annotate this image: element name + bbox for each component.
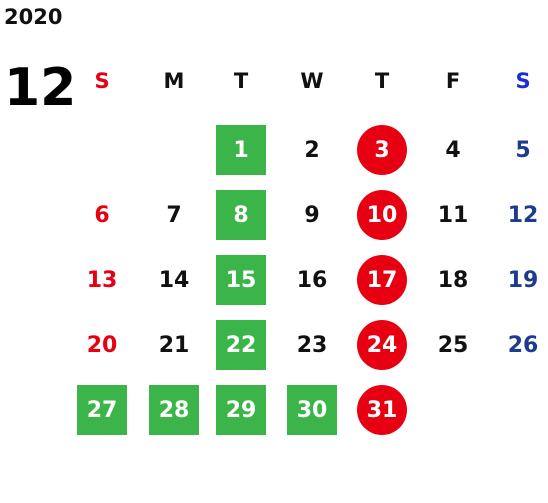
day-cell-24[interactable]: 24 (357, 320, 407, 370)
weekday-header-mon: M (163, 69, 185, 93)
day-cell-9[interactable]: 9 (304, 202, 320, 228)
year-label: 2020 (4, 5, 63, 29)
day-cell-3[interactable]: 3 (357, 125, 407, 175)
day-cell-12[interactable]: 12 (507, 202, 539, 228)
day-cell-8[interactable]: 8 (216, 190, 266, 240)
month-number: 12 (4, 58, 77, 118)
day-cell-23[interactable]: 23 (296, 332, 328, 358)
day-cell-5[interactable]: 5 (515, 137, 531, 163)
day-cell-21[interactable]: 21 (158, 332, 190, 358)
weekday-header-fri: F (445, 69, 461, 93)
day-cell-2[interactable]: 2 (304, 137, 320, 163)
day-cell-31[interactable]: 31 (357, 385, 407, 435)
day-cell-18[interactable]: 18 (437, 267, 469, 293)
day-cell-25[interactable]: 25 (437, 332, 469, 358)
weekday-header-thu: T (374, 69, 390, 93)
day-cell-22[interactable]: 22 (216, 320, 266, 370)
day-cell-29[interactable]: 29 (216, 385, 266, 435)
day-cell-30[interactable]: 30 (287, 385, 337, 435)
day-cell-28[interactable]: 28 (149, 385, 199, 435)
day-cell-1[interactable]: 1 (216, 125, 266, 175)
day-cell-14[interactable]: 14 (158, 267, 190, 293)
day-cell-13[interactable]: 13 (86, 267, 118, 293)
day-cell-16[interactable]: 16 (296, 267, 328, 293)
day-cell-19[interactable]: 19 (507, 267, 539, 293)
day-cell-20[interactable]: 20 (86, 332, 118, 358)
day-cell-4[interactable]: 4 (445, 137, 461, 163)
day-cell-26[interactable]: 26 (507, 332, 539, 358)
day-cell-6[interactable]: 6 (94, 202, 110, 228)
weekday-header-sat: S (515, 69, 531, 93)
day-cell-10[interactable]: 10 (357, 190, 407, 240)
day-cell-11[interactable]: 11 (437, 202, 469, 228)
day-cell-27[interactable]: 27 (77, 385, 127, 435)
day-cell-15[interactable]: 15 (216, 255, 266, 305)
weekday-header-wed: W (300, 69, 324, 93)
weekday-header-sun: S (94, 69, 110, 93)
day-cell-17[interactable]: 17 (357, 255, 407, 305)
day-cell-7[interactable]: 7 (166, 202, 182, 228)
weekday-header-tue: T (233, 69, 249, 93)
